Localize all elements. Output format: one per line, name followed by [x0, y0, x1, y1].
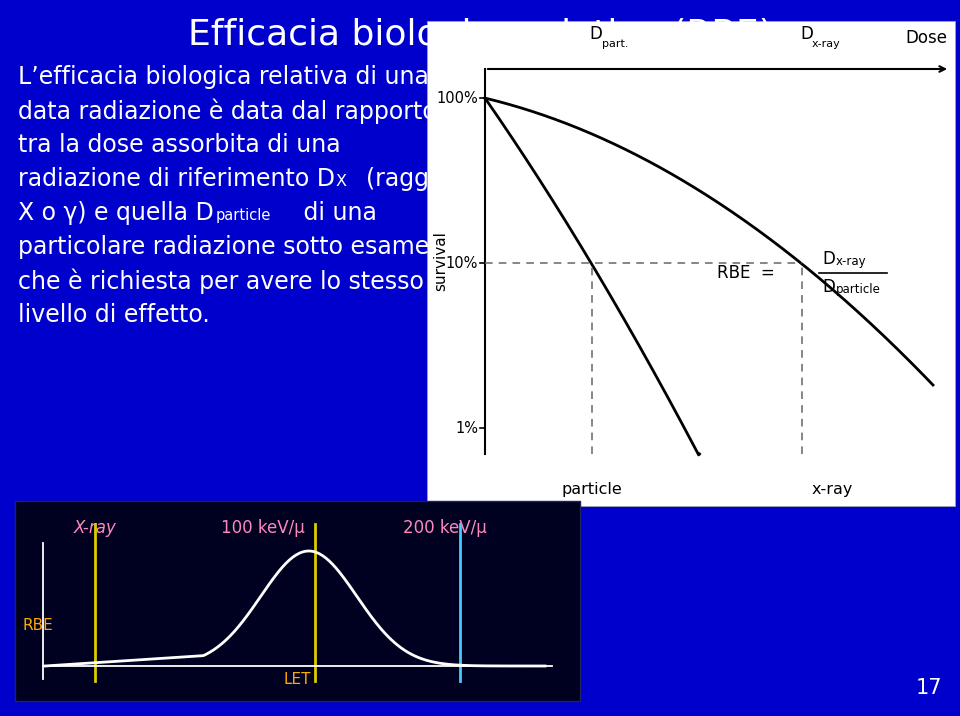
- Text: 100%: 100%: [436, 91, 478, 105]
- Text: di una: di una: [296, 201, 377, 225]
- Text: 1%: 1%: [455, 421, 478, 436]
- Text: RBE  =: RBE =: [717, 264, 775, 282]
- Text: particle: particle: [562, 482, 622, 497]
- Text: 200 keV/μ: 200 keV/μ: [403, 519, 487, 537]
- Text: 100 keV/μ: 100 keV/μ: [221, 519, 305, 537]
- Text: D: D: [589, 25, 603, 43]
- Text: particle: particle: [835, 283, 880, 296]
- Text: D: D: [823, 279, 835, 296]
- Text: (raggi: (raggi: [351, 167, 436, 191]
- Text: L’efficacia biologica relativa di una: L’efficacia biologica relativa di una: [18, 65, 429, 89]
- Text: data radiazione è data dal rapporto: data radiazione è data dal rapporto: [18, 99, 437, 125]
- Text: particle: particle: [216, 208, 272, 223]
- Text: che è richiesta per avere lo stesso: che è richiesta per avere lo stesso: [18, 269, 424, 294]
- Text: X: X: [336, 174, 347, 189]
- Text: X-ray: X-ray: [74, 519, 116, 537]
- Text: D: D: [823, 250, 835, 268]
- Text: tra la dose assorbita di una: tra la dose assorbita di una: [18, 133, 341, 157]
- Text: radiazione di riferimento D: radiazione di riferimento D: [18, 167, 335, 191]
- Text: x-ray: x-ray: [812, 39, 841, 49]
- Text: survival: survival: [434, 231, 448, 291]
- Bar: [15, 501, 580, 701]
- Text: x-ray: x-ray: [811, 482, 852, 497]
- Text: part.: part.: [602, 39, 629, 49]
- Bar: [427, 21, 955, 506]
- Text: x-ray: x-ray: [835, 255, 866, 268]
- Text: Dose: Dose: [905, 29, 947, 47]
- Text: LET: LET: [284, 672, 311, 687]
- Text: livello di effetto.: livello di effetto.: [18, 303, 209, 327]
- Text: D: D: [800, 25, 813, 43]
- Text: 17: 17: [916, 678, 942, 698]
- Text: 10%: 10%: [445, 256, 478, 271]
- Text: Efficacia biologica relativa (RBE): Efficacia biologica relativa (RBE): [187, 18, 773, 52]
- Text: RBE: RBE: [23, 619, 54, 634]
- Text: X o γ) e quella D: X o γ) e quella D: [18, 201, 214, 225]
- Text: particolare radiazione sotto esame: particolare radiazione sotto esame: [18, 235, 429, 259]
